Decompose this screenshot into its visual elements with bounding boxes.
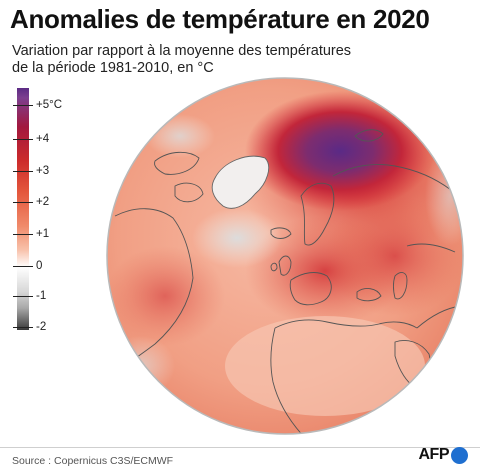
page-title: Anomalies de température en 2020 (10, 4, 430, 34)
legend-tick-0 (13, 266, 33, 267)
legend-tick-5 (13, 105, 33, 106)
legend-label-4: +4 (36, 133, 50, 145)
color-scale-bar (17, 88, 29, 330)
agency-credit: AFP (418, 446, 468, 464)
legend-label-3: +3 (36, 165, 50, 177)
afp-logo-text: AFP (418, 446, 450, 463)
legend-tick-minus1 (13, 296, 33, 297)
globe-outline (106, 77, 464, 435)
legend-label-5: +5°C (36, 99, 63, 111)
legend-tick-2 (13, 202, 33, 203)
globe-anomaly-map-icon (106, 77, 464, 435)
legend-label-2: +2 (36, 196, 50, 208)
legend-label-1: +1 (36, 228, 50, 240)
legend-tick-minus2 (13, 327, 33, 328)
footer-divider (0, 447, 480, 448)
legend-label-minus2: -2 (36, 321, 47, 333)
source-credit: Source : Copernicus C3S/ECMWF (12, 455, 174, 467)
legend-tick-3 (13, 171, 33, 172)
legend-tick-1 (13, 234, 33, 235)
subtitle: Variation par rapport à la moyenne des t… (12, 43, 432, 77)
legend-tick-4 (13, 139, 33, 140)
globe-surface (107, 78, 463, 434)
legend-label-minus1: -1 (36, 290, 47, 302)
legend-label-0: 0 (36, 260, 43, 272)
globe-map (95, 66, 475, 446)
color-scale-legend: +5°C +4 +3 +2 +1 0 -1 -2 (10, 88, 90, 338)
subtitle-line-2: de la période 1981-2010, en °C (12, 60, 214, 76)
afp-logo-icon (451, 446, 468, 464)
coastlines (112, 129, 462, 434)
subtitle-line-1: Variation par rapport à la moyenne des t… (12, 43, 352, 59)
